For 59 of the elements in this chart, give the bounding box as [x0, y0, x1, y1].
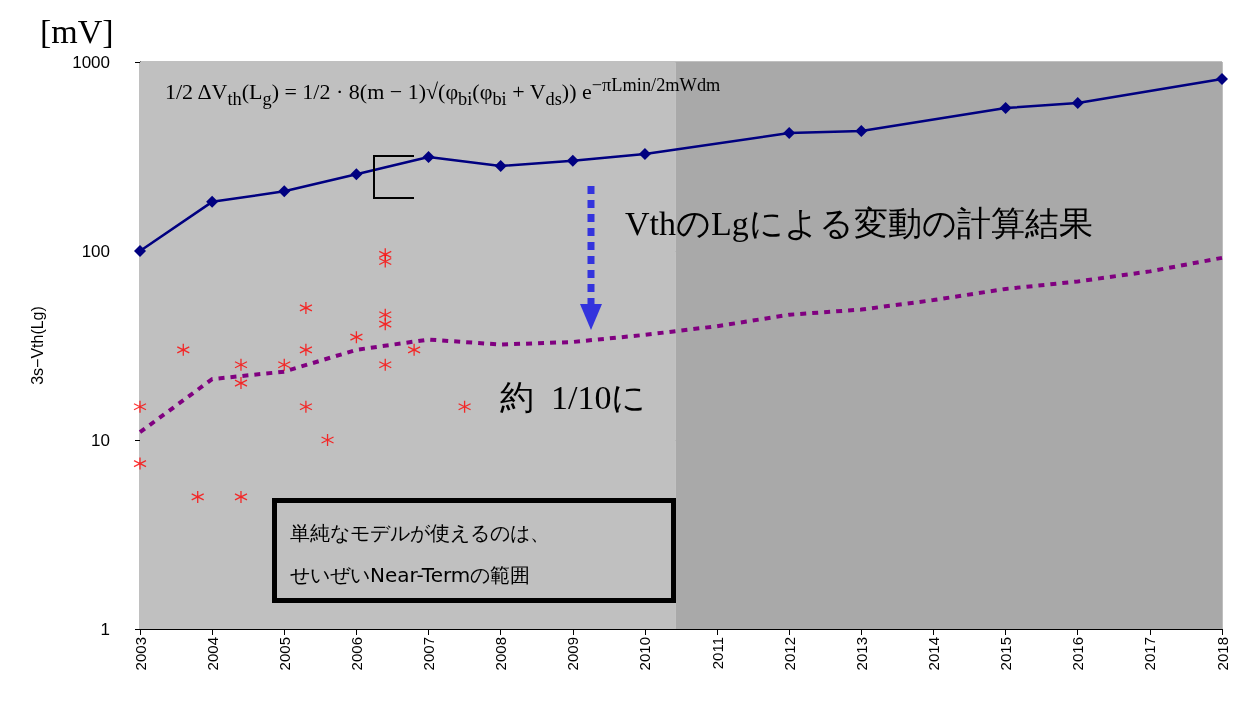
- x-tick-label: 2004: [203, 637, 221, 671]
- point: [494, 159, 507, 172]
- annotation: せいぜいNear-Termの範囲: [290, 562, 531, 589]
- point: [1216, 72, 1228, 85]
- point: [299, 343, 313, 357]
- point: [277, 358, 291, 372]
- x-tick-label: 2006: [347, 637, 365, 671]
- point: [134, 245, 146, 257]
- x-tick-label: 2014: [924, 637, 942, 671]
- point: [999, 102, 1012, 114]
- annotation: VthのLgによる変動の計算結果: [625, 204, 1093, 244]
- point: [378, 247, 392, 261]
- x-tick-label: 2007: [420, 637, 438, 671]
- annotation: 単純なモデルが使えるのは、: [290, 520, 550, 547]
- point: [299, 400, 313, 414]
- point: [133, 400, 147, 414]
- point: [378, 358, 392, 372]
- x-tick-label: 2010: [636, 637, 654, 671]
- y-tick-label: 1000: [72, 52, 110, 72]
- x-tick-label: 2015: [997, 637, 1015, 671]
- y-axis-title: 3s−Vth(Lg): [28, 306, 46, 385]
- text: [mV]: [40, 13, 114, 50]
- point: [278, 185, 291, 198]
- point: [855, 125, 868, 138]
- annotation: 約 1/10に: [500, 378, 647, 418]
- x-tick-label: 2017: [1141, 637, 1159, 671]
- point: [234, 490, 248, 504]
- y-tick-label: 1: [100, 619, 110, 639]
- x-tick-label: 2011: [708, 637, 726, 670]
- point: [349, 330, 364, 344]
- x-tick-label: 2008: [492, 637, 510, 671]
- point: [234, 376, 248, 390]
- point: [350, 168, 363, 181]
- point: [1071, 96, 1084, 109]
- x-tick-label: 2005: [275, 637, 293, 671]
- y-tick-label: 100: [81, 241, 110, 261]
- point: [407, 343, 421, 357]
- point: [206, 195, 219, 208]
- point: [299, 301, 313, 315]
- x-tick-label: 2016: [1069, 637, 1087, 671]
- x-tick-label: 2013: [852, 637, 870, 671]
- line-series: [138, 255, 1224, 435]
- y-tick-label: 10: [91, 430, 110, 450]
- x-tick-label: 2003: [131, 637, 149, 671]
- point: [234, 358, 248, 372]
- text: 1/2 ΔV$_{th}$(L$_{g}$) = 1/2 · 8(m − 1)√(φ$_{bi}$(φ$_{bi}$ + V$_{ds}$)) e$^{−πLmin/2mWdm}$: [165, 75, 721, 109]
- point: [422, 151, 435, 164]
- point: [378, 254, 392, 269]
- point: [457, 400, 472, 414]
- point: [176, 343, 190, 357]
- point: [638, 148, 651, 160]
- x-tick-label: 2009: [564, 637, 582, 671]
- point: [133, 456, 147, 471]
- point: [566, 154, 579, 167]
- x-tick-label: 2018: [1213, 637, 1231, 671]
- x-tick-label: 2012: [780, 637, 798, 671]
- point: [378, 317, 392, 331]
- point: [191, 490, 205, 504]
- point: [320, 433, 335, 447]
